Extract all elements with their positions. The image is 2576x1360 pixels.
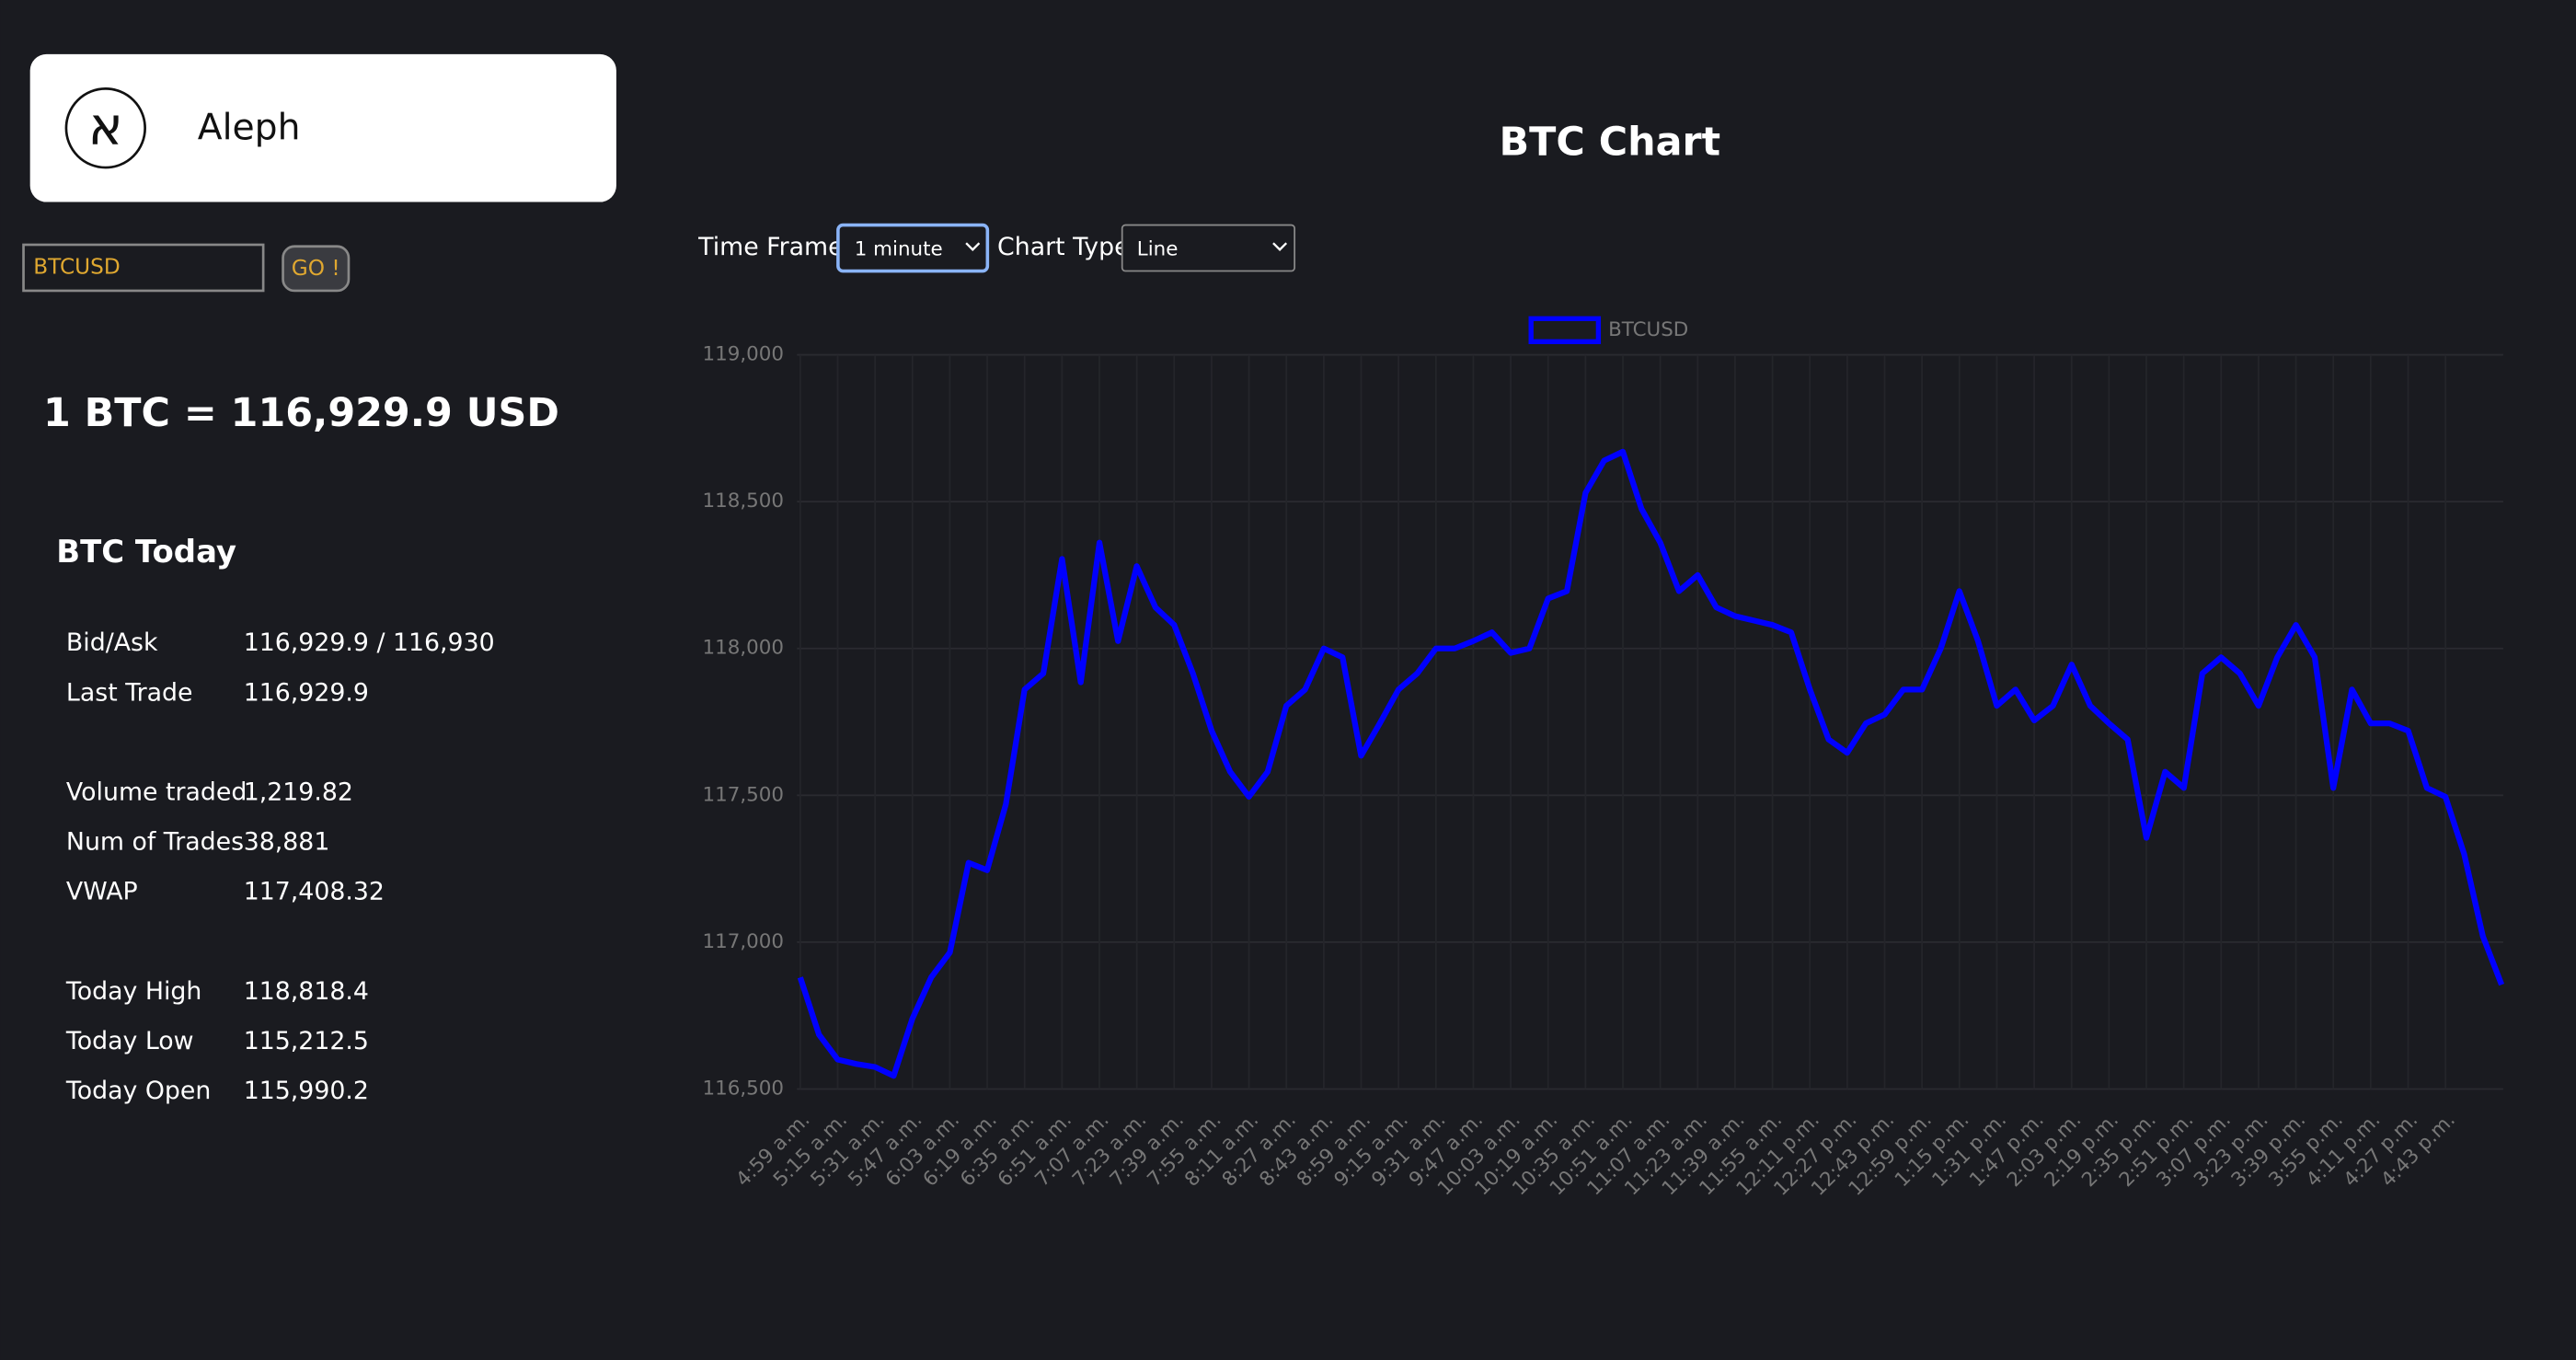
chart-type-select[interactable] (1121, 224, 1296, 272)
stat-label: Today High (65, 977, 201, 1006)
stat-value: 117,408.32 (244, 878, 385, 906)
stat-value: 115,990.2 (244, 1077, 369, 1105)
symbol-input[interactable] (22, 243, 265, 293)
stat-label: Today Low (65, 1027, 194, 1055)
go-button-label: GO ! (292, 256, 340, 281)
legend-label: BTCUSD (1608, 318, 1688, 341)
y-tick-label: 117,500 (702, 783, 784, 806)
time-frame-select[interactable] (836, 223, 990, 273)
stat-label: Num of Trades (66, 828, 244, 857)
symbol-value: BTCUSD (33, 254, 120, 279)
dropdown-arrow (965, 242, 981, 251)
chart-type-value: Line (1137, 237, 1179, 260)
y-tick-label: 119,000 (702, 343, 784, 366)
brand-name: Aleph (198, 108, 301, 149)
price: 1 BTC = 116,929.9 USD (43, 390, 559, 436)
stat-value: 116,929.9 (244, 678, 369, 707)
stat-value: 115,212.5 (244, 1027, 369, 1055)
today-title: BTC Today (56, 534, 236, 570)
brand-card (29, 53, 616, 202)
logo: א (88, 97, 123, 157)
legend-swatch (1528, 316, 1602, 344)
stat-value: 38,881 (244, 828, 330, 857)
y-tick-label: 118,500 (702, 490, 784, 513)
stat-value: 118,818.4 (244, 977, 369, 1006)
price-line (797, 448, 2505, 1079)
stat-label: Today Open (65, 1077, 211, 1105)
y-tick-label: 117,000 (702, 930, 784, 953)
chart-type-label: Chart Type (997, 233, 1130, 261)
go-button[interactable] (282, 245, 351, 293)
stat-label: Volume traded (66, 778, 247, 806)
stat-label: Bid/Ask (66, 628, 158, 657)
y-tick-label: 116,500 (702, 1077, 784, 1100)
stat-label: VWAP (66, 878, 138, 906)
time-frame-label: Time Frame (697, 233, 843, 261)
y-tick-label: 118,000 (702, 637, 784, 660)
dropdown-arrow (1272, 242, 1288, 251)
time-frame-value: 1 minute (855, 237, 943, 260)
chart-title: BTC Chart (1500, 120, 1721, 166)
stat-value: 1,219.82 (244, 778, 353, 806)
stat-label: Last Trade (66, 678, 193, 707)
stat-value: 116,929.9 / 116,930 (244, 628, 495, 657)
logo-circle (64, 87, 146, 169)
